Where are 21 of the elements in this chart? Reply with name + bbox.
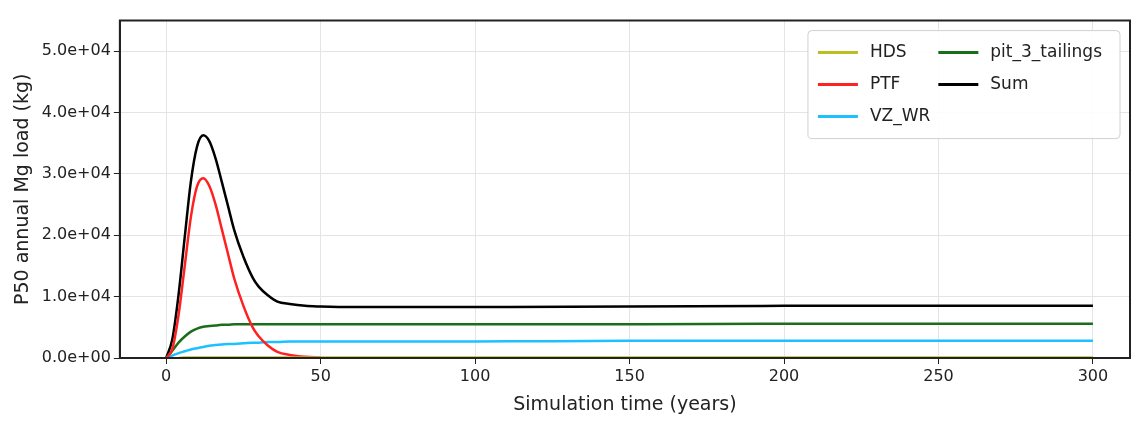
y-tick-label: 5.0e+04 xyxy=(41,40,111,60)
x-tick-label: 100 xyxy=(459,365,491,385)
legend-label: pit_3_tailings xyxy=(990,41,1103,63)
y-tick-label: 2.0e+04 xyxy=(41,224,111,244)
x-tick-label: 200 xyxy=(768,365,800,385)
line-series xyxy=(164,134,1095,358)
legend-label: HDS xyxy=(869,41,907,62)
legend-label: Sum xyxy=(990,73,1029,94)
y-axis-title: P50 annual Mg load (kg) xyxy=(10,73,33,306)
legend-label: PTF xyxy=(869,73,901,94)
y-tick-label: 0.0e+00 xyxy=(41,347,111,367)
x-tick-label: 0 xyxy=(161,365,172,385)
x-tick-label: 300 xyxy=(1077,365,1109,385)
x-axis-title: Simulation time (years) xyxy=(513,391,737,414)
legend-label: VZ_WR xyxy=(869,105,931,127)
y-tick-label: 3.0e+04 xyxy=(41,163,111,183)
x-tick-label: 150 xyxy=(614,365,645,385)
y-tick-label: 4.0e+04 xyxy=(41,101,111,121)
y-tick-label: 1.0e+04 xyxy=(41,285,111,305)
x-tick-label: 50 xyxy=(310,365,331,385)
x-tick-label: 250 xyxy=(923,365,954,385)
